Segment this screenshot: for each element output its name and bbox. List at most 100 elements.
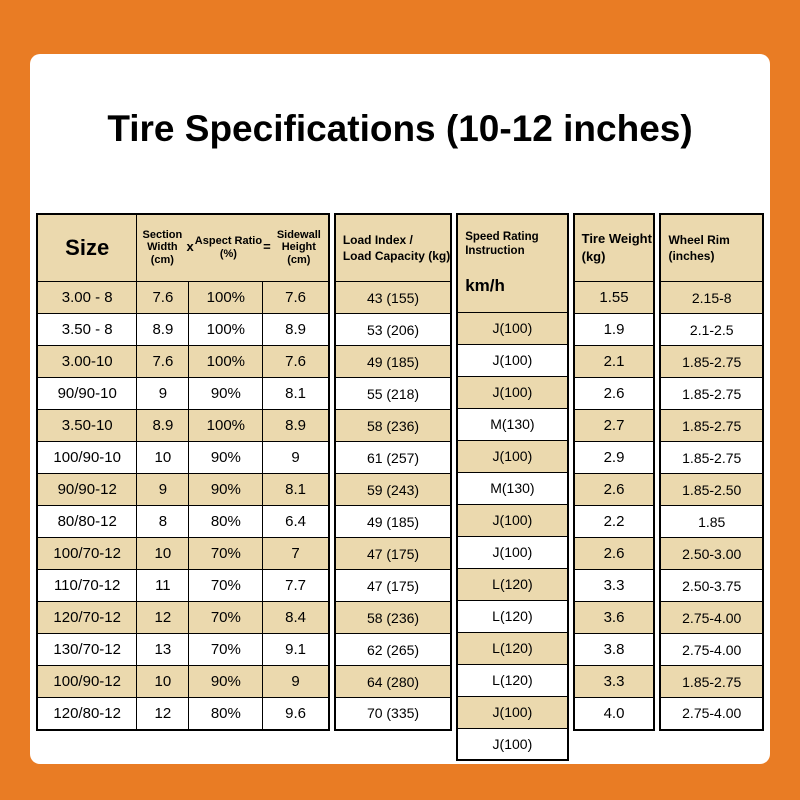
- table-row: 4.0: [573, 697, 655, 731]
- cell-weight: 3.6: [573, 601, 655, 635]
- cell-speed: J(100): [456, 727, 569, 761]
- cell-width: 11: [136, 569, 190, 603]
- table-row: 2.6: [573, 473, 655, 507]
- cell-size: 3.50 - 8: [36, 313, 138, 347]
- table-row: 2.7: [573, 409, 655, 443]
- cell-width: 13: [136, 633, 190, 667]
- cell-weight: 4.0: [573, 697, 655, 731]
- cell-weight: 2.7: [573, 409, 655, 443]
- cell-rim: 2.50-3.75: [659, 569, 764, 603]
- table-row: 1.85: [659, 505, 764, 539]
- cell-ratio: 90%: [188, 665, 264, 699]
- table-row: 55 (218): [334, 377, 452, 411]
- table-row: 2.75-4.00: [659, 633, 764, 667]
- cell-load: 70 (335): [334, 697, 452, 731]
- cell-rim: 1.85-2.75: [659, 441, 764, 475]
- table-row: 62 (265): [334, 633, 452, 667]
- table-row: 3.50-10 8.9 100% 8.9: [36, 409, 330, 443]
- cell-width: 7.6: [136, 281, 190, 315]
- table-row: 70 (335): [334, 697, 452, 731]
- cell-load: 49 (185): [334, 345, 452, 379]
- equals-sign: =: [263, 239, 271, 255]
- header-sidewall-height: Sidewall Height (cm): [276, 228, 321, 267]
- cell-size: 120/80-12: [36, 697, 138, 731]
- cell-load: 62 (265): [334, 633, 452, 667]
- cell-speed: L(120): [456, 663, 569, 697]
- cell-rim: 2.1-2.5: [659, 313, 764, 347]
- cell-height: 7.6: [262, 345, 330, 379]
- table-row: 3.8: [573, 633, 655, 667]
- table-row: L(120): [456, 663, 569, 697]
- table-group-weight: Tire Weight (kg) 1.55 1.9 2.1 2.6 2.7 2.9 2.6 2…: [572, 212, 656, 731]
- cell-width: 8: [136, 505, 190, 539]
- table-row: J(100): [456, 503, 569, 537]
- table-row: 2.75-4.00: [659, 601, 764, 635]
- cell-rim: 1.85-2.75: [659, 665, 764, 699]
- cell-load: 47 (175): [334, 569, 452, 603]
- table-row: 64 (280): [334, 665, 452, 699]
- table-row: M(130): [456, 471, 569, 505]
- cell-weight: 3.8: [573, 633, 655, 667]
- header-aspect-ratio: Aspect Ratio (%): [195, 235, 262, 260]
- cell-rim: 2.50-3.00: [659, 537, 764, 571]
- cell-ratio: 90%: [188, 441, 264, 475]
- cell-height: 9.1: [262, 633, 330, 667]
- cell-height: 9: [262, 665, 330, 699]
- cell-height: 9: [262, 441, 330, 475]
- table-row: 3.00 - 8 7.6 100% 7.6: [36, 281, 330, 315]
- cell-height: 8.4: [262, 601, 330, 635]
- cell-load: 47 (175): [334, 537, 452, 571]
- header-dimension-formula: Section Width (cm) x Aspect Ratio (%) = …: [136, 213, 330, 283]
- table-row: 120/80-12 12 80% 9.6: [36, 697, 330, 731]
- cell-width: 10: [136, 665, 190, 699]
- table-row: 47 (175): [334, 537, 452, 571]
- table-row: 47 (175): [334, 569, 452, 603]
- header-row: Load Index / Load Capacity (kg): [334, 213, 452, 283]
- cell-weight: 1.55: [573, 281, 655, 315]
- header-speed-rating-label: Speed Rating Instruction: [465, 230, 539, 257]
- table-row: 130/70-12 13 70% 9.1: [36, 633, 330, 667]
- cell-weight: 3.3: [573, 665, 655, 699]
- cell-speed: J(100): [456, 439, 569, 473]
- header-speed-unit: km/h: [465, 276, 505, 296]
- cell-ratio: 100%: [188, 409, 264, 443]
- cell-weight: 2.9: [573, 441, 655, 475]
- cell-load: 61 (257): [334, 441, 452, 475]
- cell-rim: 2.75-4.00: [659, 633, 764, 667]
- header-tire-weight: Tire Weight (kg): [573, 213, 655, 283]
- cell-load: 58 (236): [334, 409, 452, 443]
- cell-load: 59 (243): [334, 473, 452, 507]
- cell-ratio: 80%: [188, 697, 264, 731]
- cell-speed: M(130): [456, 471, 569, 505]
- header-row: Wheel Rim (inches): [659, 213, 764, 283]
- cell-speed: L(120): [456, 631, 569, 665]
- table-row: 80/80-12 8 80% 6.4: [36, 505, 330, 539]
- cell-size: 120/70-12: [36, 601, 138, 635]
- cell-ratio: 70%: [188, 601, 264, 635]
- cell-size: 100/90-12: [36, 665, 138, 699]
- table-row: 110/70-12 11 70% 7.7: [36, 569, 330, 603]
- table-row: 120/70-12 12 70% 8.4: [36, 601, 330, 635]
- cell-load: 55 (218): [334, 377, 452, 411]
- table-row: 3.3: [573, 569, 655, 603]
- cell-speed: J(100): [456, 343, 569, 377]
- cell-rim: 1.85: [659, 505, 764, 539]
- header-wheel-rim: Wheel Rim (inches): [659, 213, 764, 283]
- table-row: L(120): [456, 599, 569, 633]
- table-group-rim: Wheel Rim (inches) 2.15-8 2.1-2.5 1.85-2.7…: [659, 212, 764, 731]
- cell-rim: 2.75-4.00: [659, 601, 764, 635]
- table-row: J(100): [456, 375, 569, 409]
- cell-rim: 2.75-4.00: [659, 697, 764, 731]
- table-row: 49 (185): [334, 345, 452, 379]
- table-row: 59 (243): [334, 473, 452, 507]
- table-row: 2.1: [573, 345, 655, 379]
- cell-ratio: 90%: [188, 473, 264, 507]
- cell-height: 8.9: [262, 409, 330, 443]
- table-row: J(100): [456, 535, 569, 569]
- table-row: 1.85-2.75: [659, 665, 764, 699]
- cell-weight: 1.9: [573, 313, 655, 347]
- table-row: 2.50-3.00: [659, 537, 764, 571]
- table-row: 2.50-3.75: [659, 569, 764, 603]
- cell-width: 8.9: [136, 313, 190, 347]
- table-row: 2.2: [573, 505, 655, 539]
